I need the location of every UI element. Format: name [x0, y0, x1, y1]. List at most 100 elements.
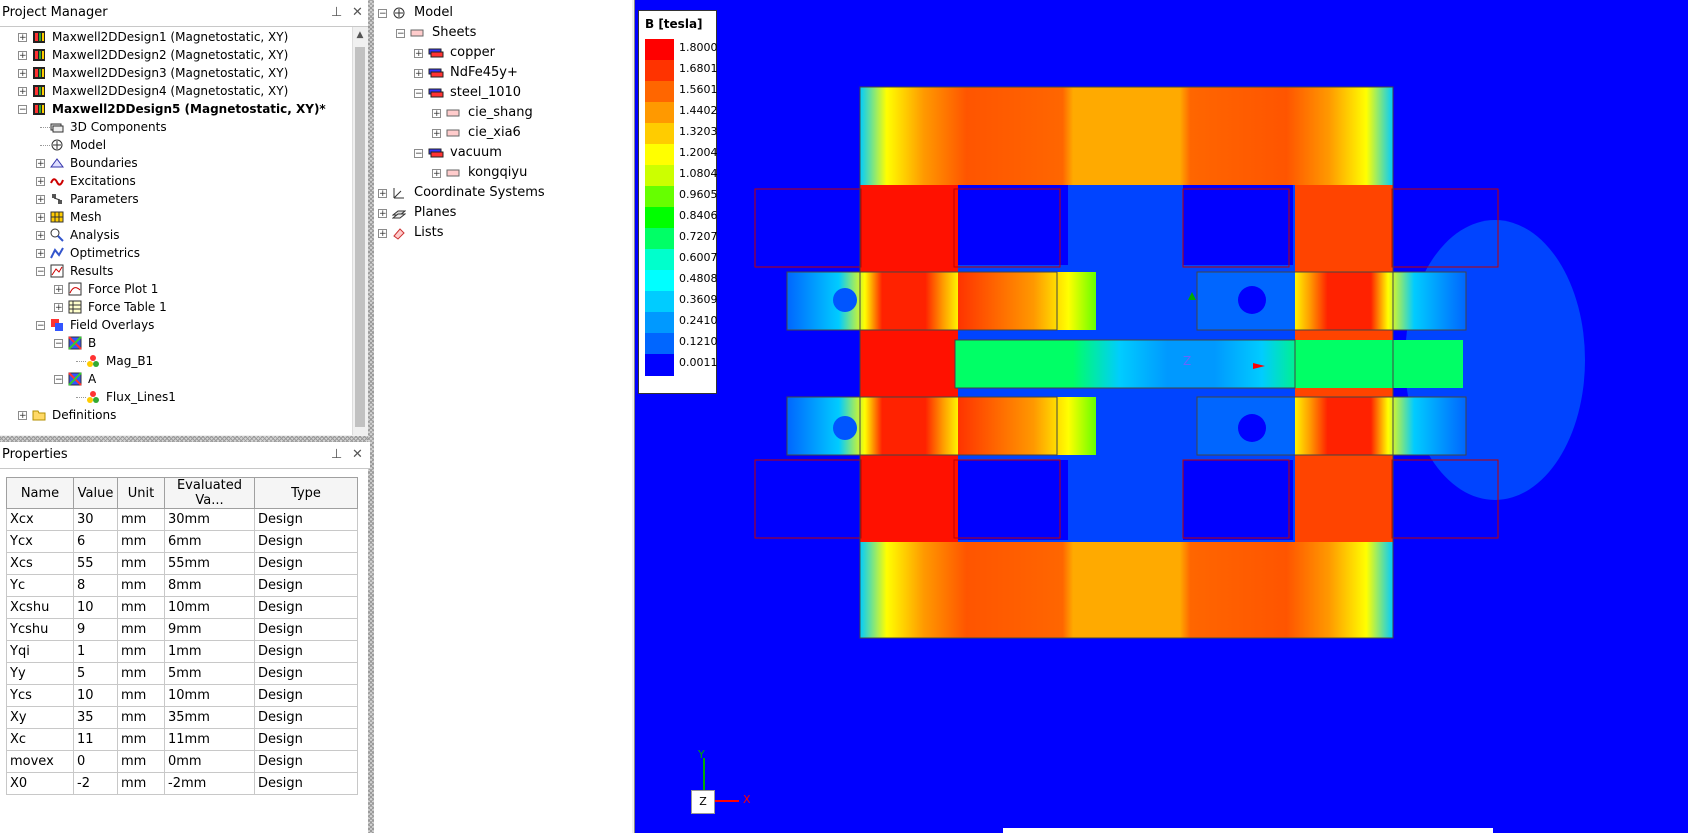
expand-icon[interactable]: +	[18, 33, 27, 43]
table-row[interactable]: Ycs 10 mm 10mm Design	[6, 684, 358, 707]
close-icon[interactable]: ✕	[352, 5, 363, 20]
tree-item-flux-lines1[interactable]: Flux_Lines1	[0, 388, 350, 406]
collapse-icon[interactable]: −	[54, 339, 63, 349]
expand-icon[interactable]: +	[378, 209, 387, 219]
tree-item-excitations[interactable]: + Excitations	[0, 172, 350, 190]
expand-icon[interactable]: +	[18, 51, 27, 61]
expand-icon[interactable]: +	[18, 411, 27, 421]
table-row[interactable]: Xcshu 10 mm 10mm Design	[6, 596, 358, 619]
expand-icon[interactable]: +	[378, 229, 387, 239]
collapse-icon[interactable]: −	[396, 29, 405, 39]
tree-item-design1[interactable]: + Maxwell2DDesign1 (Magnetostatic, XY)	[0, 28, 350, 46]
expand-icon[interactable]: +	[414, 69, 423, 79]
table-cell[interactable]: 30	[73, 508, 118, 531]
model-tree-item-vacuum[interactable]: − vacuum	[374, 144, 624, 162]
tree-item-field-overlays[interactable]: − Field Overlays	[0, 316, 350, 334]
tree-item-design4[interactable]: + Maxwell2DDesign4 (Magnetostatic, XY)	[0, 82, 350, 100]
project-tree-scrollbar[interactable]: ▲	[352, 27, 367, 435]
expand-icon[interactable]: +	[378, 189, 387, 199]
tree-item-results[interactable]: − Results	[0, 262, 350, 280]
column-header[interactable]: Name	[6, 477, 74, 509]
table-row[interactable]: Xcx 30 mm 30mm Design	[6, 508, 358, 531]
collapse-icon[interactable]: −	[36, 267, 45, 277]
table-cell[interactable]: 10	[73, 684, 118, 707]
expand-icon[interactable]: +	[432, 109, 441, 119]
color-legend[interactable]: B [tesla] 1.8000 1.6801 1.5601 1.4402 1.3203…	[638, 10, 718, 394]
model-tree-item-steel-1010[interactable]: − steel_1010	[374, 84, 624, 102]
expand-icon[interactable]: +	[54, 285, 63, 295]
column-header[interactable]: Unit	[117, 477, 165, 509]
model-tree-item-planes[interactable]: + Planes	[374, 204, 624, 222]
pin-icon[interactable]: ⊥	[331, 5, 343, 20]
table-cell[interactable]: 0	[73, 750, 118, 773]
column-header[interactable]: Type	[254, 477, 358, 509]
tree-item-design3[interactable]: + Maxwell2DDesign3 (Magnetostatic, XY)	[0, 64, 350, 82]
table-row[interactable]: Xc 11 mm 11mm Design	[6, 728, 358, 751]
table-row[interactable]: Yqi 1 mm 1mm Design	[6, 640, 358, 663]
table-row[interactable]: Ycshu 9 mm 9mm Design	[6, 618, 358, 641]
tree-item-overlay-b[interactable]: − B	[0, 334, 350, 352]
table-cell[interactable]: 9	[73, 618, 118, 641]
splitter-horizontal[interactable]	[0, 436, 368, 442]
table-cell[interactable]: -2	[73, 772, 118, 795]
column-header[interactable]: Value	[73, 477, 118, 509]
tree-item-force-table-1[interactable]: + Force Table 1	[0, 298, 350, 316]
expand-icon[interactable]: +	[414, 49, 423, 59]
tree-item-analysis[interactable]: + Analysis	[0, 226, 350, 244]
tree-item-mag-b1[interactable]: Mag_B1	[0, 352, 350, 370]
table-row[interactable]: Xy 35 mm 35mm Design	[6, 706, 358, 729]
splitter-vertical[interactable]	[368, 0, 374, 833]
pin-icon[interactable]: ⊥	[331, 447, 343, 462]
table-row[interactable]: Ycx 6 mm 6mm Design	[6, 530, 358, 553]
expand-icon[interactable]: +	[36, 213, 45, 223]
expand-icon[interactable]: +	[18, 87, 27, 97]
model-tree-item-kongqiyu[interactable]: + kongqiyu	[374, 164, 624, 182]
collapse-icon[interactable]: −	[378, 9, 387, 19]
table-row[interactable]: movex 0 mm 0mm Design	[6, 750, 358, 773]
table-cell[interactable]: 5	[73, 662, 118, 685]
tree-item-3d-components[interactable]: 3D Components	[0, 118, 350, 136]
table-row[interactable]: X0 -2 mm -2mm Design	[6, 772, 358, 795]
model-tree-item-model[interactable]: − Model	[374, 4, 624, 22]
table-cell[interactable]: 8	[73, 574, 118, 597]
scroll-up-icon[interactable]: ▲	[356, 30, 364, 40]
tree-item-design5[interactable]: − Maxwell2DDesign5 (Magnetostatic, XY)*	[0, 100, 350, 118]
model-tree-item-copper[interactable]: + copper	[374, 44, 624, 62]
model-tree-item-coordinate-systems[interactable]: + Coordinate Systems	[374, 184, 624, 202]
expand-icon[interactable]: +	[18, 69, 27, 79]
tree-item-parameters[interactable]: + Parameters	[0, 190, 350, 208]
expand-icon[interactable]: +	[36, 195, 45, 205]
expand-icon[interactable]: +	[36, 231, 45, 241]
model-tree-item-ndfe45y[interactable]: + NdFe45y+	[374, 64, 624, 82]
table-cell[interactable]: 10	[73, 596, 118, 619]
field-viewport[interactable]: Z B [tesla] 1.8000 1.6801 1.5601 1.4402 1.32…	[634, 0, 1688, 833]
tree-item-boundaries[interactable]: + Boundaries	[0, 154, 350, 172]
expand-icon[interactable]: +	[36, 177, 45, 187]
tree-item-design2[interactable]: + Maxwell2DDesign2 (Magnetostatic, XY)	[0, 46, 350, 64]
table-row[interactable]: Yc 8 mm 8mm Design	[6, 574, 358, 597]
collapse-icon[interactable]: −	[54, 375, 63, 385]
close-icon[interactable]: ✕	[352, 447, 363, 462]
expand-icon[interactable]: +	[432, 129, 441, 139]
expand-icon[interactable]: +	[36, 159, 45, 169]
tree-item-model[interactable]: Model	[0, 136, 350, 154]
column-header[interactable]: Evaluated Va...	[164, 477, 255, 509]
tree-item-overlay-a[interactable]: − A	[0, 370, 350, 388]
scroll-thumb[interactable]	[355, 47, 365, 427]
table-cell[interactable]: 55	[73, 552, 118, 575]
tree-item-force-plot-1[interactable]: + Force Plot 1	[0, 280, 350, 298]
expand-icon[interactable]: +	[432, 169, 441, 179]
table-cell[interactable]: 35	[73, 706, 118, 729]
table-row[interactable]: Yy 5 mm 5mm Design	[6, 662, 358, 685]
table-cell[interactable]: 1	[73, 640, 118, 663]
table-cell[interactable]: 6	[73, 530, 118, 553]
field-plot[interactable]: Z	[635, 0, 1688, 833]
collapse-icon[interactable]: −	[414, 89, 423, 99]
model-tree-item-lists[interactable]: + Lists	[374, 224, 624, 242]
tree-item-mesh[interactable]: + Mesh	[0, 208, 350, 226]
collapse-icon[interactable]: −	[18, 105, 27, 115]
model-tree-item-sheets[interactable]: − Sheets	[374, 24, 624, 42]
expand-icon[interactable]: +	[36, 249, 45, 259]
expand-icon[interactable]: +	[54, 303, 63, 313]
table-row[interactable]: Xcs 55 mm 55mm Design	[6, 552, 358, 575]
